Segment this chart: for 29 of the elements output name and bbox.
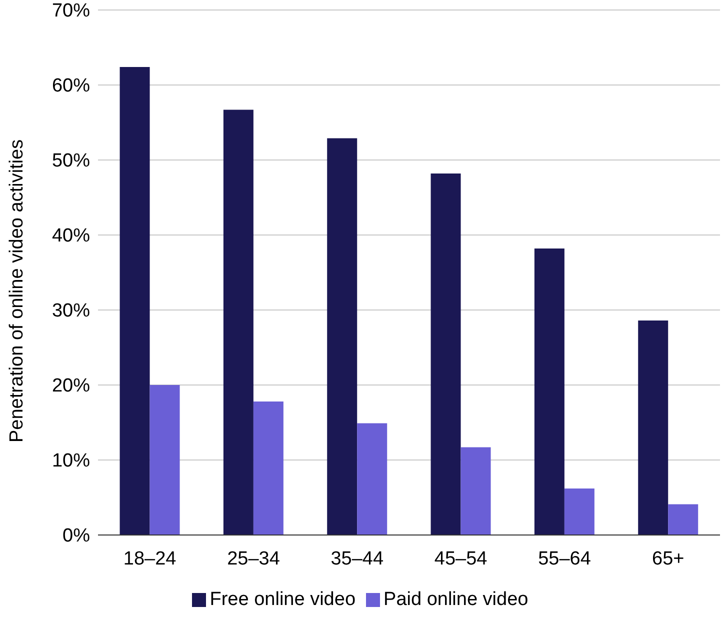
bar (120, 67, 150, 535)
y-tick-label: 40% (52, 226, 90, 247)
y-tick-label: 30% (52, 300, 90, 322)
x-tick-label: 18–24 (123, 548, 177, 570)
x-tick-label: 45–54 (434, 548, 488, 570)
bar (253, 402, 284, 535)
legend-label: Free online video (210, 589, 356, 610)
bar (460, 447, 491, 535)
x-tick-label: 55–64 (538, 548, 592, 570)
y-axis-title: Penetration of online video activities (6, 139, 28, 442)
bar (564, 488, 594, 535)
y-tick-label: 10% (52, 450, 90, 472)
bar (327, 138, 358, 535)
y-tick-label: 20% (52, 376, 90, 397)
bar (430, 174, 461, 535)
x-tick-label: 25–34 (227, 548, 280, 570)
x-tick-label: 35–44 (330, 548, 384, 570)
bar (150, 385, 180, 535)
bar (638, 320, 668, 535)
bar (668, 504, 698, 535)
y-tick-label: 50% (52, 150, 90, 172)
bar (357, 423, 388, 535)
legend-label: Paid online video (384, 589, 528, 610)
bar (223, 110, 254, 535)
x-tick-label: 65+ (652, 548, 684, 570)
y-tick-label: 60% (52, 76, 90, 97)
y-tick-label: 0% (62, 526, 90, 547)
bar (534, 248, 564, 535)
y-tick-label: 70% (52, 0, 90, 22)
